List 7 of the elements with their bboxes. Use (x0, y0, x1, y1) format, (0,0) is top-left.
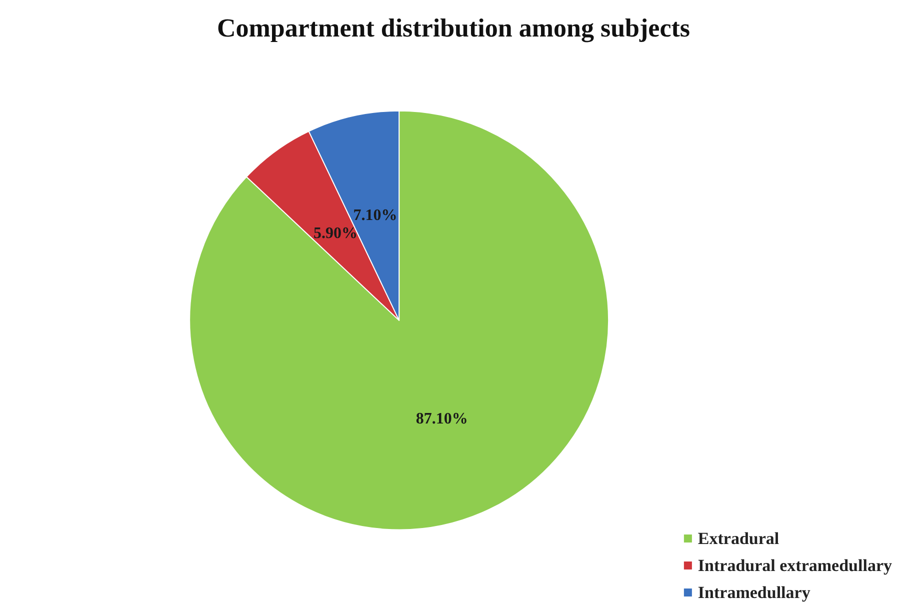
legend-label: Extradural (698, 529, 780, 548)
chart-title: Compartment distribution among subjects (216, 14, 690, 42)
data-label: 87.10% (416, 410, 468, 428)
data-label: 7.10% (353, 206, 398, 224)
legend-label: Intramedullary (698, 583, 811, 602)
data-label: 5.90% (314, 224, 358, 242)
legend-label: Intradural extramedullary (698, 556, 892, 575)
